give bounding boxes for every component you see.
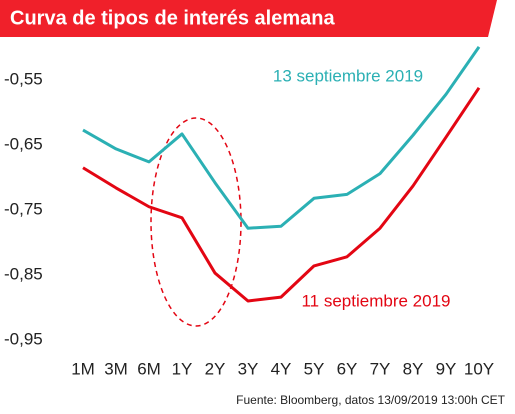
highlight-ellipse	[150, 117, 242, 327]
y-tick-label: -0,65	[4, 134, 43, 153]
series-line	[82, 45, 481, 230]
x-tick-label: 3M	[104, 359, 128, 378]
y-tick-label: -0,55	[4, 69, 43, 88]
x-tick-label: 10Y	[464, 359, 494, 378]
x-tick-label: 2Y	[205, 359, 226, 378]
x-tick-label: 8Y	[403, 359, 424, 378]
x-tick-label: 6M	[137, 359, 161, 378]
x-tick-label: 4Y	[271, 359, 292, 378]
x-tick-label: 6Y	[337, 359, 358, 378]
x-tick-label: 5Y	[304, 359, 325, 378]
title-banner	[0, 0, 497, 37]
series-label: 11 septiembre 2019	[301, 291, 450, 310]
y-tick-label: -0,95	[4, 329, 43, 348]
series-line	[82, 86, 481, 303]
x-tick-label: 7Y	[370, 359, 391, 378]
x-tick-label: 1Y	[172, 359, 193, 378]
series-label: 13 septiembre 2019	[273, 66, 423, 85]
y-tick-label: -0,85	[4, 264, 43, 283]
y-tick-label: -0,75	[4, 199, 43, 218]
chart-title: Curva de tipos de interés alemana	[10, 7, 335, 29]
x-tick-label: 9Y	[436, 359, 457, 378]
x-tick-label: 3Y	[238, 359, 259, 378]
source: Fuente: Bloomberg, datos 13/09/2019 13:0…	[236, 393, 506, 407]
x-tick-label: 1M	[71, 359, 95, 378]
